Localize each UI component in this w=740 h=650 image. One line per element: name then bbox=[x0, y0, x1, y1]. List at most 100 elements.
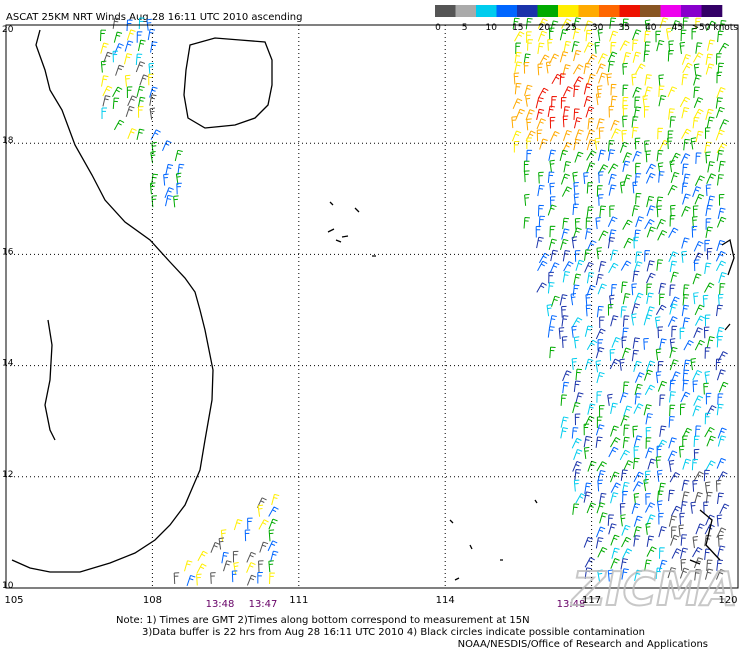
wind-barb bbox=[583, 435, 592, 448]
wind-barb bbox=[574, 469, 581, 481]
wind-barb bbox=[693, 97, 704, 108]
wind-barb bbox=[659, 394, 666, 406]
wind-barb bbox=[644, 502, 656, 513]
wind-barb bbox=[719, 119, 729, 130]
wind-barb bbox=[693, 471, 704, 482]
wind-barb bbox=[515, 42, 521, 55]
wind-barb bbox=[719, 19, 727, 32]
wind-barb bbox=[268, 560, 274, 573]
wind-barb bbox=[526, 118, 532, 131]
lat-label: 14 bbox=[2, 359, 14, 369]
wind-barb bbox=[671, 526, 677, 538]
wind-barb bbox=[622, 84, 629, 97]
wind-barb bbox=[595, 537, 604, 549]
wind-barb bbox=[669, 359, 679, 371]
wind-barb bbox=[704, 568, 714, 580]
wind-barb bbox=[643, 337, 649, 350]
wind-barb bbox=[667, 450, 678, 462]
wind-barb bbox=[598, 72, 607, 84]
wind-barb bbox=[609, 205, 615, 218]
wind-barb bbox=[546, 304, 553, 317]
wind-barb bbox=[559, 29, 568, 41]
scale-swatch bbox=[578, 5, 600, 17]
wind-barb bbox=[634, 292, 644, 304]
wind-barb bbox=[631, 283, 637, 296]
wind-barb bbox=[610, 558, 620, 569]
wind-barb bbox=[631, 313, 637, 326]
wind-barb bbox=[719, 503, 730, 515]
wind-barb bbox=[608, 262, 619, 274]
wind-barb bbox=[584, 557, 595, 568]
wind-barb bbox=[607, 393, 613, 406]
wind-barb bbox=[655, 30, 661, 43]
wind-barb bbox=[717, 534, 724, 547]
wind-barb bbox=[196, 563, 207, 574]
wind-barb bbox=[634, 137, 641, 150]
wind-barb bbox=[587, 73, 596, 85]
wind-barb bbox=[622, 62, 628, 75]
wind-barb bbox=[572, 171, 578, 184]
wind-barb bbox=[705, 226, 713, 238]
wind-barb bbox=[526, 31, 532, 43]
wind-barb bbox=[681, 491, 690, 503]
wind-barb bbox=[706, 559, 713, 572]
wind-barb bbox=[514, 82, 522, 95]
wind-barb bbox=[610, 41, 617, 54]
wind-barb bbox=[597, 28, 604, 41]
wind-barb bbox=[536, 282, 547, 293]
wind-barb bbox=[596, 502, 606, 514]
wind-barb bbox=[704, 262, 712, 274]
wind-barb bbox=[656, 259, 664, 271]
wind-barb bbox=[584, 249, 591, 261]
wind-barb bbox=[596, 85, 603, 98]
wind-barb bbox=[682, 284, 690, 296]
wind-barb bbox=[233, 562, 239, 575]
wind-barb bbox=[218, 537, 225, 550]
wind-barb bbox=[607, 140, 615, 152]
wind-barb bbox=[645, 470, 651, 483]
wind-barb bbox=[560, 427, 568, 439]
wind-barb bbox=[679, 41, 686, 54]
wind-barb bbox=[586, 139, 596, 151]
wind-barb bbox=[621, 524, 631, 536]
wind-barb bbox=[610, 425, 619, 437]
wind-barb bbox=[126, 86, 133, 98]
wind-barb bbox=[633, 526, 642, 538]
wind-barb bbox=[681, 128, 692, 140]
wind-barb bbox=[657, 326, 664, 339]
wind-barb bbox=[692, 405, 702, 417]
wind-barb bbox=[607, 51, 618, 63]
wind-barb bbox=[548, 149, 557, 161]
wind-barb bbox=[643, 314, 653, 326]
wind-barb bbox=[704, 127, 711, 139]
wind-barb bbox=[704, 347, 711, 359]
wind-barb bbox=[620, 415, 630, 427]
wind-barb bbox=[692, 273, 702, 285]
wind-barb bbox=[657, 230, 668, 241]
wind-barb bbox=[657, 500, 663, 513]
wind-barb bbox=[267, 540, 278, 552]
wind-barb bbox=[619, 181, 626, 194]
wind-barb bbox=[573, 76, 584, 87]
wind-barb bbox=[691, 225, 698, 238]
coastline-philippines bbox=[689, 238, 735, 565]
wind-barb bbox=[572, 28, 581, 40]
lon-label: 114 bbox=[436, 595, 455, 606]
coastline-hainan bbox=[183, 37, 273, 129]
scale-swatch bbox=[496, 5, 518, 17]
wind-barb bbox=[610, 534, 620, 546]
wind-barb bbox=[551, 295, 560, 307]
wind-barb bbox=[561, 336, 568, 348]
wind-barb bbox=[683, 340, 694, 351]
wind-barb bbox=[631, 303, 640, 315]
wind-barb bbox=[658, 512, 664, 525]
wind-barb bbox=[137, 39, 146, 52]
wind-barb bbox=[112, 86, 123, 97]
wind-barb bbox=[635, 216, 644, 228]
coastline-vietnam bbox=[11, 29, 214, 573]
wind-barb bbox=[655, 304, 667, 315]
wind-barb bbox=[682, 317, 690, 329]
wind-barb bbox=[123, 53, 133, 65]
watermark: ZICMA bbox=[570, 562, 738, 616]
wind-barb bbox=[693, 292, 699, 305]
